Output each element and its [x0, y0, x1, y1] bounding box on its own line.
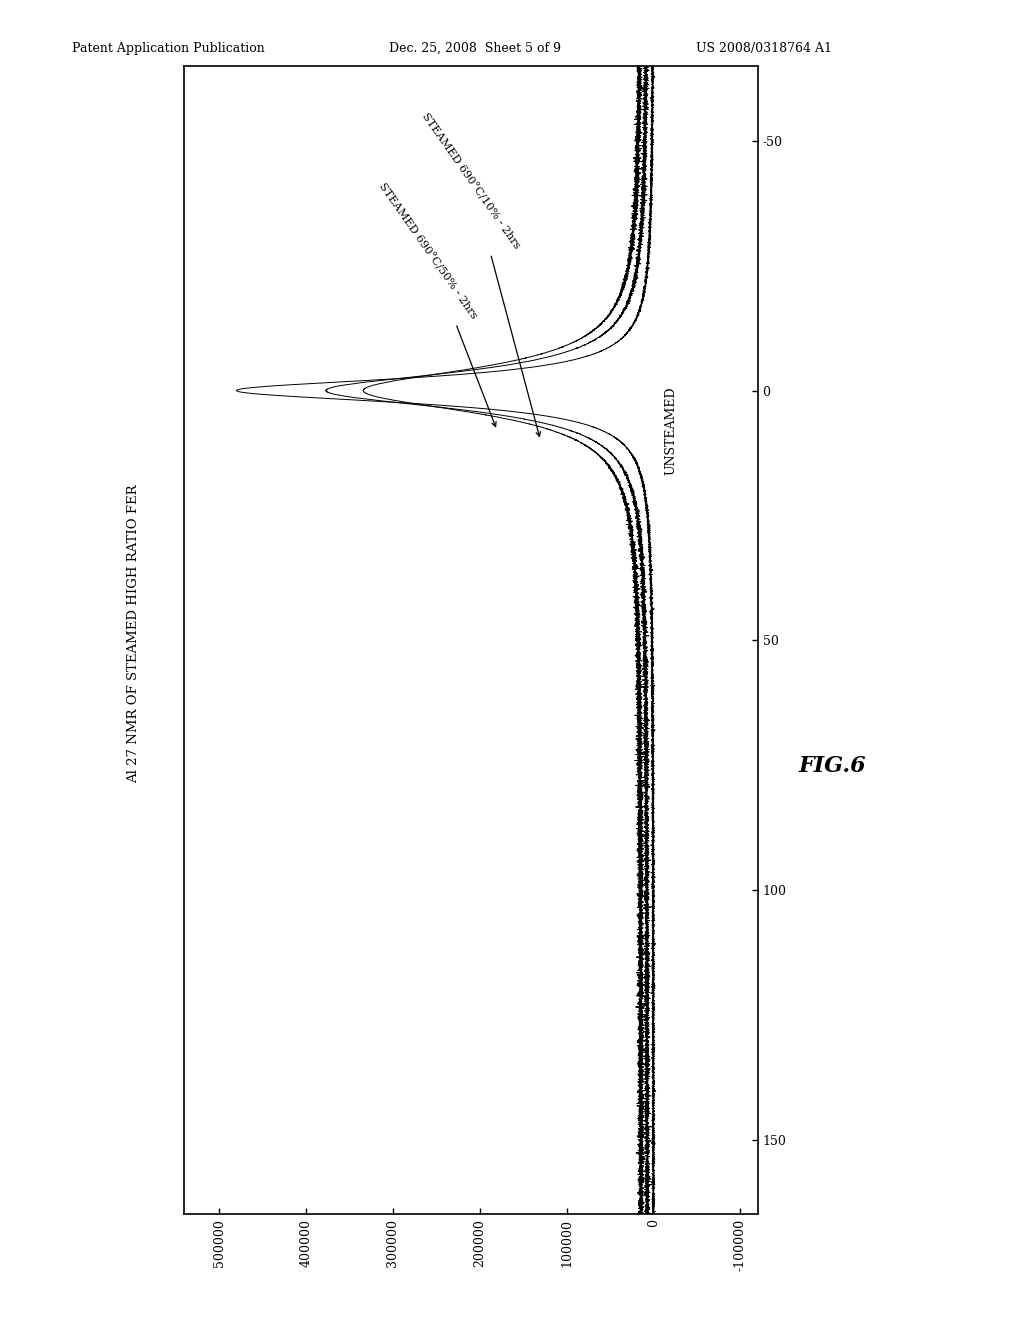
Text: UNSTEAMED: UNSTEAMED	[665, 387, 677, 475]
Text: FIG.6: FIG.6	[799, 755, 866, 776]
Text: STEAMED 690°C/10% - 2hrs: STEAMED 690°C/10% - 2hrs	[420, 111, 541, 437]
Text: US 2008/0318764 A1: US 2008/0318764 A1	[696, 42, 833, 55]
Text: STEAMED 690°C/50% - 2hrs: STEAMED 690°C/50% - 2hrs	[377, 181, 496, 426]
Text: Dec. 25, 2008  Sheet 5 of 9: Dec. 25, 2008 Sheet 5 of 9	[389, 42, 561, 55]
Text: Patent Application Publication: Patent Application Publication	[72, 42, 264, 55]
Text: Al 27 NMR OF STEAMED HIGH RATIO FER: Al 27 NMR OF STEAMED HIGH RATIO FER	[127, 484, 139, 783]
